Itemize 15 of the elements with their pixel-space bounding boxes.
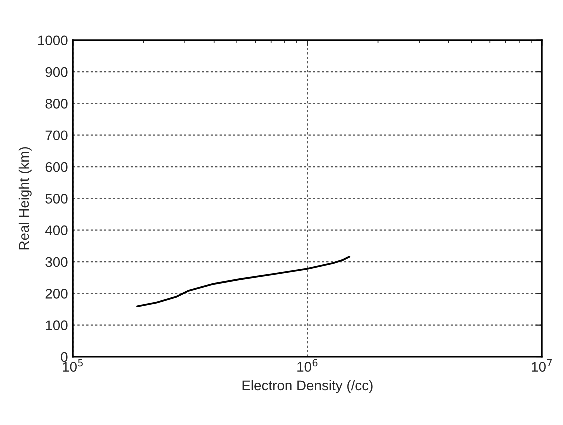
y-tick-label: 600 (46, 162, 68, 172)
y-tick-label: 300 (46, 257, 68, 268)
y-tick-label: 400 (45, 226, 68, 236)
y-tick-label: 100 (46, 320, 68, 331)
y-tick-label: 200 (46, 289, 68, 299)
y-axis-title: Real Height (km) (18, 147, 32, 250)
y-tick-label: 800 (46, 99, 68, 109)
x-tick-label: 10$^{6}$ (298, 359, 318, 372)
y-tick-label: 700 (46, 130, 68, 141)
x-axis-title: Electron Density (/cc) (242, 380, 373, 394)
x-tick-label: 10$^{7}$ (532, 359, 552, 372)
y-tick-label: 1000 (38, 36, 68, 46)
y-tick-label: 500 (46, 194, 68, 204)
y-tick-label: 900 (46, 67, 68, 78)
y-tick-label: 0 (61, 352, 68, 362)
